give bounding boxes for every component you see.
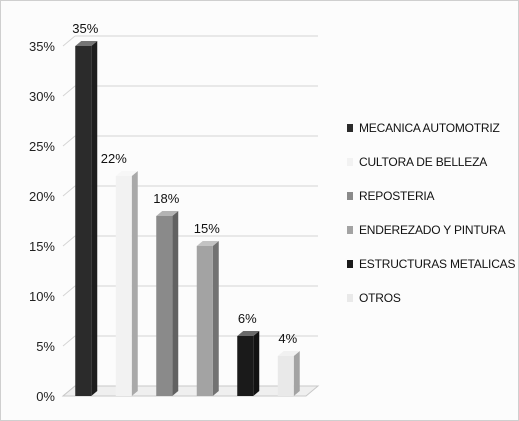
- bar-side: [131, 171, 138, 396]
- legend-swatch: [347, 226, 353, 234]
- gridline-side: [62, 185, 76, 197]
- bar-side: [212, 241, 219, 396]
- bar: [75, 46, 92, 396]
- bar-side: [91, 41, 98, 396]
- bar-side: [253, 331, 260, 396]
- gridline-side: [62, 335, 76, 347]
- legend-swatch: [347, 124, 353, 132]
- bar-side: [293, 351, 300, 396]
- data-label: 4%: [278, 331, 297, 346]
- gridline-side: [62, 285, 76, 297]
- y-tick-label: 0%: [36, 389, 55, 404]
- bar: [115, 176, 132, 396]
- bar: [196, 246, 213, 396]
- legend-swatch: [347, 260, 353, 268]
- y-tick-label: 35%: [29, 39, 55, 54]
- legend-swatch: [347, 192, 353, 200]
- bar-side: [172, 211, 179, 396]
- bar-top: [196, 241, 219, 246]
- gridline-side: [62, 135, 76, 147]
- gridline-side: [62, 235, 76, 247]
- legend-label: MECANICA AUTOMOTRIZ: [359, 121, 500, 135]
- legend-label: OTROS: [359, 291, 401, 305]
- gridline-side: [62, 35, 76, 47]
- gridline-side: [62, 85, 76, 97]
- y-tick-label: 15%: [29, 239, 55, 254]
- bar: [277, 356, 294, 396]
- data-label: 6%: [238, 311, 257, 326]
- legend-label: REPOSTERIA: [359, 189, 435, 203]
- data-label: 35%: [72, 21, 98, 36]
- legend-swatch: [347, 158, 353, 166]
- legend-swatch: [347, 294, 353, 302]
- bar-top: [115, 171, 138, 176]
- y-tick-label: 30%: [29, 89, 55, 104]
- bar-top: [75, 41, 98, 46]
- y-tick-label: 5%: [36, 339, 55, 354]
- bar: [237, 336, 254, 396]
- bar-top: [156, 211, 179, 216]
- data-label: 15%: [194, 221, 220, 236]
- bar-top: [277, 351, 300, 356]
- legend-label: ESTRUCTURAS METALICAS: [359, 257, 515, 271]
- y-tick-label: 20%: [29, 189, 55, 204]
- data-label: 18%: [153, 191, 179, 206]
- data-label: 22%: [101, 151, 127, 166]
- y-tick-label: 25%: [29, 139, 55, 154]
- bar-top: [237, 331, 260, 336]
- legend-label: CULTORA DE BELLEZA: [359, 155, 487, 169]
- bar: [156, 216, 173, 396]
- y-tick-label: 10%: [29, 289, 55, 304]
- legend-label: ENDEREZADO Y PINTURA: [359, 223, 505, 237]
